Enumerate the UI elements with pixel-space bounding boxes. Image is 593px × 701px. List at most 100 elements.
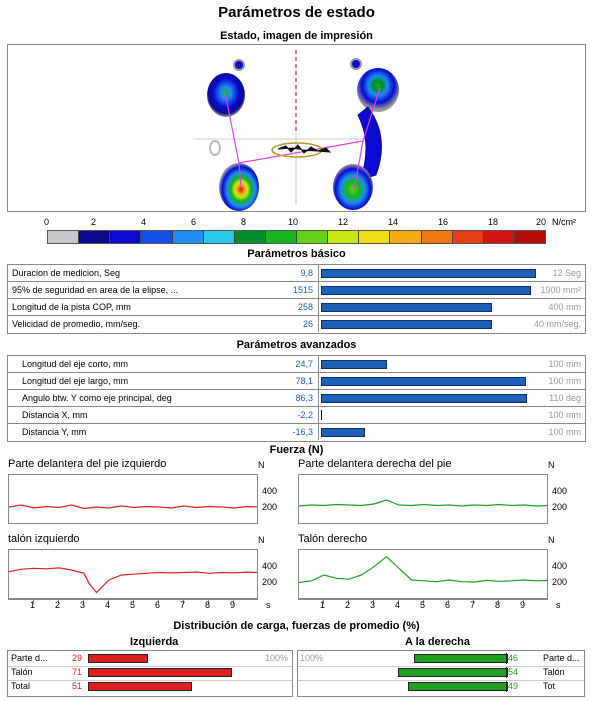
- force-x-tick-mark: [133, 599, 134, 604]
- scale-color-swatch: [264, 231, 296, 243]
- force-x-tick-label: 6: [445, 600, 451, 610]
- load-left-bar: [88, 668, 232, 677]
- advanced-row-label: Angulo btw. Y como eje principal, deg: [22, 393, 172, 403]
- basic-row-separator: [318, 265, 319, 281]
- load-right-value: 49: [508, 681, 519, 691]
- load-left-value: 71: [71, 667, 82, 677]
- advanced-row-label: Longitud del eje corto, mm: [22, 359, 129, 369]
- force-chart-title: talón izquierdo: [8, 533, 80, 545]
- force-series-line: [299, 499, 547, 507]
- advanced-row-separator: [318, 424, 319, 440]
- scale-tick: 16: [438, 217, 449, 227]
- scale-tick: 0: [44, 217, 50, 227]
- basic-row-value: 258: [297, 302, 313, 312]
- basic-row-label: Velicidad de promedio, mm/seg.: [12, 319, 141, 329]
- force-x-tick-label: 1: [320, 600, 326, 610]
- force-charts: Parte delantera del pie izquierdo N 400 200…: [0, 458, 593, 618]
- advanced-row-max: 100 mm: [548, 376, 581, 386]
- load-row-divider: [298, 680, 584, 681]
- advanced-params-table: Longitud del eje corto, mm 24,7 100 mm Long…: [7, 355, 586, 442]
- pressure-print-image: [193, 50, 399, 211]
- load-table: 100% Parte d... 29 Talón 71 Total 51 100% 46 Part…: [7, 650, 585, 697]
- load-left-value: 51: [71, 681, 82, 691]
- force-x-tick-label: 3: [80, 600, 86, 610]
- advanced-row-max: 100 mm: [548, 427, 581, 437]
- force-x-tick-mark: [83, 599, 84, 604]
- basic-params-heading: Parámetros básico: [247, 248, 346, 260]
- force-chart-title: Parte delantera del pie izquierdo: [8, 458, 167, 470]
- basic-row-value: 9,8: [300, 268, 313, 278]
- load-right-heading: A la derecha: [405, 636, 471, 648]
- basic-row-label: 95% de seguridad en area de la elipse, .…: [12, 285, 179, 295]
- force-chart-title: Talón derecho: [298, 533, 368, 545]
- advanced-row-max: 100 mm: [548, 359, 581, 369]
- load-left-bar: [88, 682, 192, 691]
- advanced-row-value: -2,2: [297, 410, 313, 420]
- load-right-axis: [506, 681, 507, 692]
- scale-color-swatch: [327, 231, 359, 243]
- force-chart-plot: [8, 549, 258, 599]
- load-left-heading: Izquierda: [130, 636, 179, 648]
- force-chart-title: Parte delantera derecha del pie: [298, 458, 452, 470]
- advanced-row-bar: [321, 428, 366, 437]
- scale-color-swatch: [140, 231, 172, 243]
- advanced-row-label: Distancia Y, mm: [22, 427, 87, 437]
- force-x-tick-mark: [323, 599, 324, 604]
- force-x-tick-mark: [33, 599, 34, 604]
- advanced-row: Distancia Y, mm -16,3 100 mm: [8, 424, 585, 440]
- force-x-tick-label: 5: [420, 600, 426, 610]
- force-x-tick-mark: [473, 599, 474, 604]
- load-row-divider: [8, 680, 292, 681]
- basic-row-label: Duracion de medicion, Seg: [12, 268, 121, 278]
- scale-tick: 8: [241, 217, 247, 227]
- load-row-label: Parte d...: [11, 653, 48, 663]
- load-row-divider: [8, 666, 292, 667]
- advanced-row-label: Distancia X, mm: [22, 410, 88, 420]
- force-x-tick-label: 9: [230, 600, 236, 610]
- basic-row-separator: [318, 316, 319, 332]
- scale-color-swatch: [78, 231, 110, 243]
- load-row-divider: [298, 666, 584, 667]
- force-x-tick-label: 4: [395, 600, 401, 610]
- scale-color-swatch: [482, 231, 514, 243]
- force-x-tick-mark: [233, 599, 234, 604]
- force-chart-plot: [298, 474, 548, 524]
- force-chart-y-tick: 400: [262, 486, 278, 496]
- advanced-row-bar: [321, 377, 527, 386]
- force-x-tick-mark: [448, 599, 449, 604]
- scale-tick: 20: [536, 217, 547, 227]
- scale-tick: 18: [488, 217, 499, 227]
- load-right-bar: [414, 654, 508, 663]
- force-x-tick-label: 5: [130, 600, 136, 610]
- load-right-bar: [398, 668, 508, 677]
- load-left-max: 100%: [264, 653, 288, 663]
- load-left-box: 100% Parte d... 29 Talón 71 Total 51: [7, 650, 293, 697]
- load-right-axis: [506, 653, 507, 664]
- force-x-tick-label: 2: [345, 600, 351, 610]
- advanced-table-frame: Longitud del eje corto, mm 24,7 100 mm Long…: [7, 355, 586, 442]
- force-heading: Fuerza (N): [269, 444, 324, 456]
- scale-color-swatch: [48, 231, 79, 243]
- force-chart-y-tick: 400: [262, 561, 278, 571]
- force-chart-unit: N: [258, 460, 265, 470]
- scale-color-swatch: [420, 231, 452, 243]
- load-left-value: 29: [71, 653, 82, 663]
- force-chart-unit: N: [548, 460, 555, 470]
- load-row-label-right: Tot: [543, 681, 556, 691]
- color-scale-bar: [47, 230, 546, 244]
- load-right-bar: [408, 682, 508, 691]
- advanced-params-heading: Parámetros avanzados: [236, 339, 357, 351]
- advanced-row-value: 86,3: [295, 393, 313, 403]
- force-x-tick-label: 7: [180, 600, 186, 610]
- scale-tick: 14: [388, 217, 399, 227]
- advanced-row-value: -16,3: [292, 427, 313, 437]
- force-x-tick-mark: [423, 599, 424, 604]
- basic-row: 95% de seguridad en area de la elipse, .…: [8, 282, 585, 299]
- basic-row-bar: [321, 320, 492, 329]
- force-x-tick-mark: [498, 599, 499, 604]
- scale-color-swatch: [513, 231, 545, 243]
- force-series-line: [299, 555, 547, 584]
- load-row-label: Talón: [11, 667, 33, 677]
- print-image-heading: Estado, imagen de impresión: [220, 30, 373, 42]
- force-x-tick-mark: [108, 599, 109, 604]
